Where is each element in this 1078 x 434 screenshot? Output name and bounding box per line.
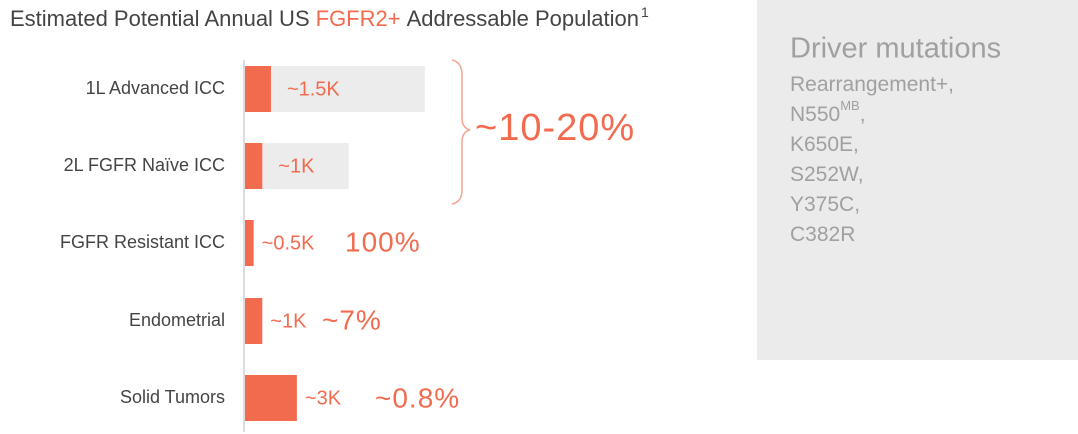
bar xyxy=(245,220,254,266)
bracket xyxy=(451,59,471,205)
mutation-item: Rearrangement+, xyxy=(790,73,954,96)
mutation-text: Y375C, xyxy=(790,193,860,216)
mutation-suffix: , xyxy=(860,103,866,126)
bar xyxy=(245,66,425,112)
value-label: ~0.5K xyxy=(262,232,315,254)
mutation-item: C382R xyxy=(790,223,855,246)
bar xyxy=(245,375,297,421)
mutation-item: Y375C, xyxy=(790,193,860,216)
title-part: FGFR2+ xyxy=(316,6,401,31)
mutation-text: S252W, xyxy=(790,163,864,186)
mutation-text: K650E, xyxy=(790,133,859,156)
chart-title: Estimated Potential Annual US FGFR2+ Addre… xyxy=(10,4,649,31)
mutation-text: N550 xyxy=(790,103,840,126)
bar xyxy=(245,66,271,112)
annotation: 100% xyxy=(345,226,421,257)
mutation-item: N550MB, xyxy=(790,98,866,125)
category-label: 2L FGFR Naïve ICC xyxy=(64,155,225,175)
category-label: Endometrial xyxy=(129,310,225,330)
title-part: Estimated Potential Annual US xyxy=(10,6,310,31)
category-label: 1L Advanced ICC xyxy=(86,78,225,98)
side-panel xyxy=(757,0,1078,360)
side-heading: Driver mutations xyxy=(790,33,1001,65)
annotation: ~10-20% xyxy=(475,107,635,149)
annotation: ~7% xyxy=(322,304,382,335)
title-part: 1 xyxy=(641,4,649,20)
value-label: ~1K xyxy=(270,310,307,332)
bar xyxy=(245,143,263,189)
mutation-item: K650E, xyxy=(790,133,859,156)
annotation: ~0.8% xyxy=(375,382,460,413)
value-label: ~1.5K xyxy=(287,78,340,100)
mutation-text: Rearrangement+, xyxy=(790,73,954,96)
value-label: ~3K xyxy=(305,387,342,409)
bar xyxy=(245,298,263,344)
value-label: ~1K xyxy=(278,155,315,177)
mutation-item: S252W, xyxy=(790,163,864,186)
mutation-text: C382R xyxy=(790,223,855,246)
mutation-sup: MB xyxy=(840,98,860,113)
category-label: Solid Tumors xyxy=(120,387,225,407)
title-part: Addressable Population xyxy=(407,6,639,31)
category-label: FGFR Resistant ICC xyxy=(60,232,225,252)
